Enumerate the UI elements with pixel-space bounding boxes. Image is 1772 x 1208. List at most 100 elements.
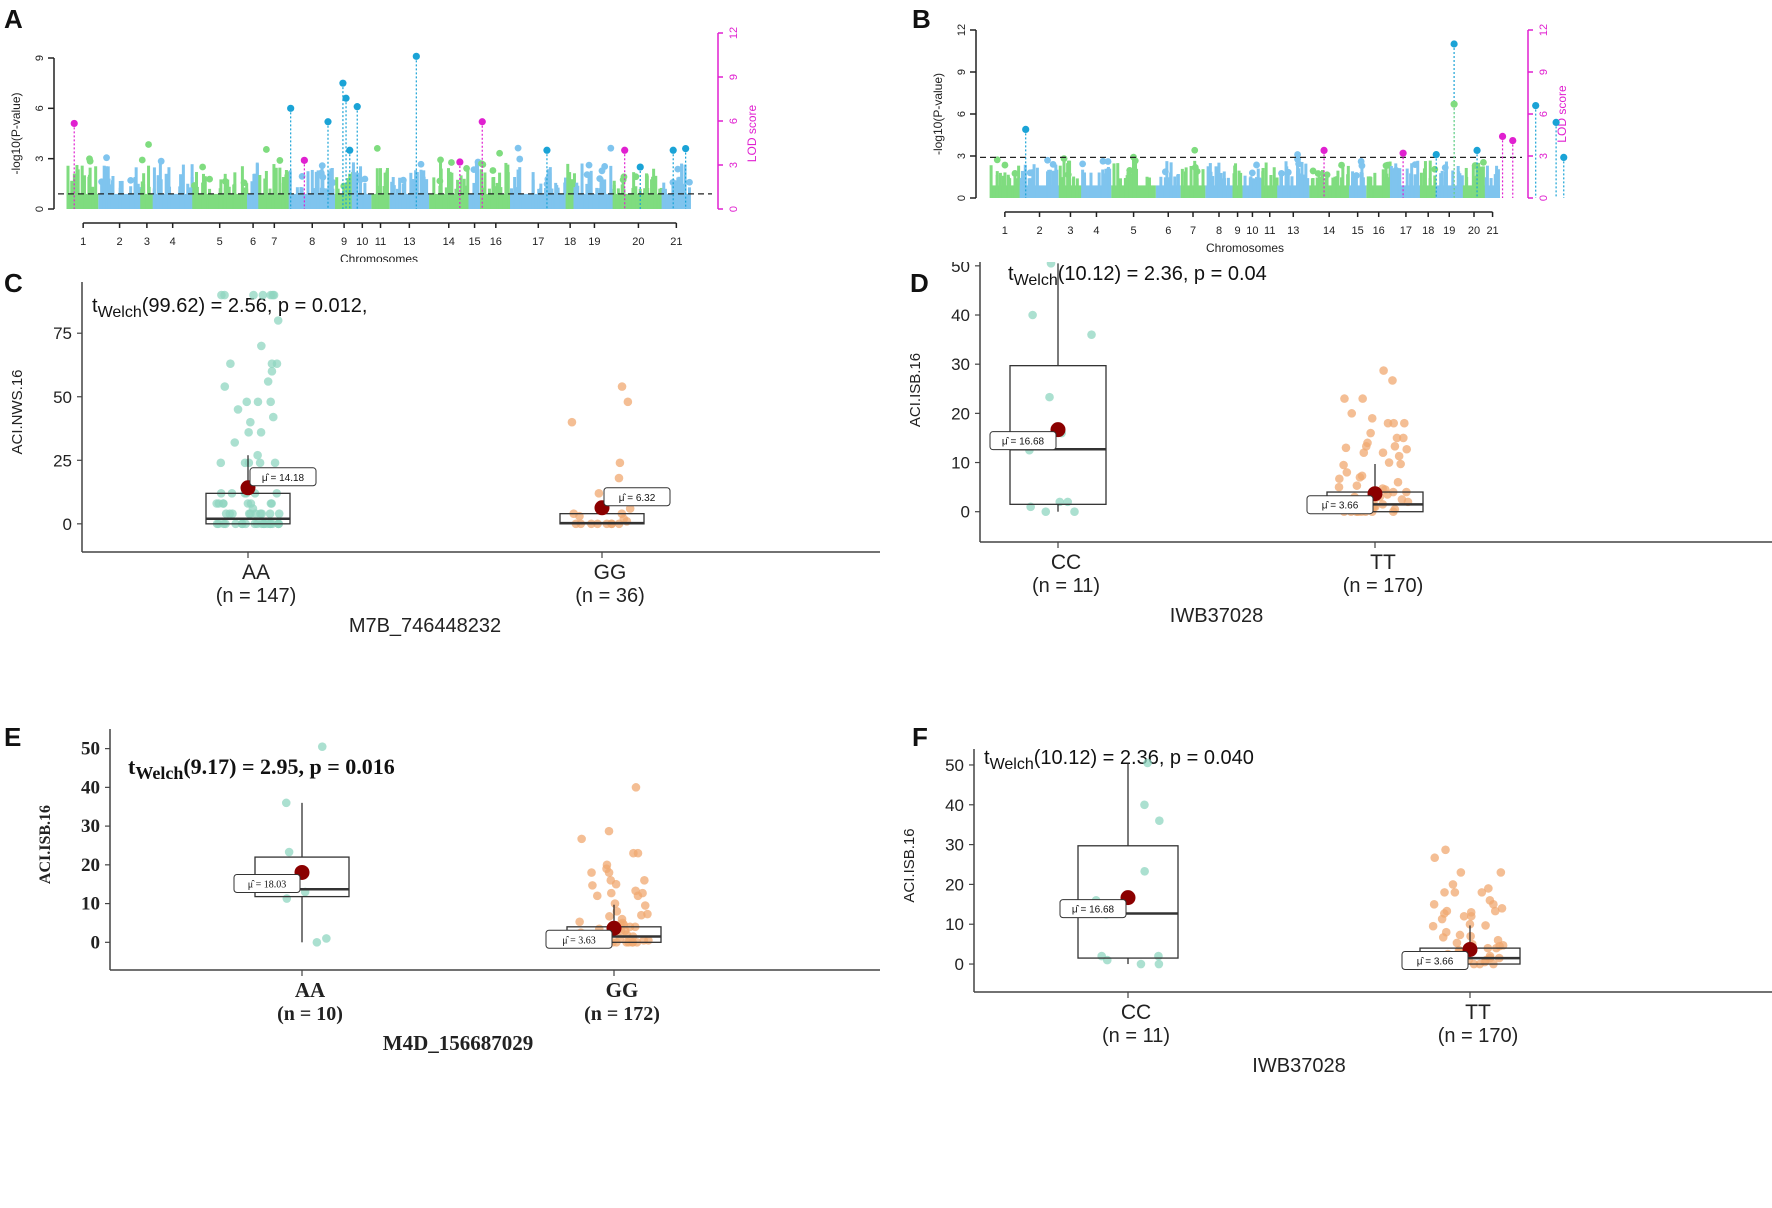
snp-column [1414,177,1418,198]
panel-label-d: D [910,268,929,298]
snp-point [1011,170,1019,177]
y-tick-label: 50 [53,388,72,407]
snp-column [363,183,367,209]
peak-point [1552,118,1560,126]
snp-column [1054,164,1058,198]
data-point [1366,428,1375,438]
category-n-label: (n = 170) [1438,1025,1519,1047]
snp-column [208,188,212,209]
peak-point [339,79,347,87]
snp-column [1333,176,1337,198]
snp-point [157,157,165,165]
snp-column [495,182,499,209]
chromosome-label: 17 [1400,225,1412,237]
y-tick-label: 50 [951,262,970,276]
snp-column [510,188,514,209]
snp-column [1460,175,1464,198]
data-point [612,907,622,916]
snp-column [995,174,999,198]
snp-column [310,169,314,209]
y-tick-label: 0 [91,932,101,953]
snp-column [136,183,140,209]
snp-column [674,180,678,209]
data-point [1046,262,1056,268]
snp-column [1252,178,1256,198]
snp-column [1211,176,1215,198]
data-point [267,359,277,369]
peak-point [1432,151,1440,159]
mean-label: μ̂ = 3.66 [1417,955,1454,967]
data-point [1438,933,1448,942]
data-point [220,382,230,391]
data-point [256,428,266,437]
snp-column [600,186,604,209]
y-tick-label: 50 [945,756,964,775]
snp-column [1019,177,1023,198]
snp-column [1318,176,1322,198]
data-point [1340,394,1349,403]
snp-column [493,186,497,209]
snp-column [1217,162,1221,198]
snp-column [681,185,685,209]
data-point [1466,911,1476,921]
data-point [1455,930,1465,940]
chromosome-label: 16 [490,236,502,248]
y-tick-label: 40 [945,796,964,815]
data-point [623,397,633,407]
mean-label-box [989,431,1057,451]
snp-point [496,149,503,157]
snp-column [631,187,635,209]
snp-column [1209,171,1213,198]
y-tick-label: 20 [945,875,964,894]
snp-column [1416,160,1420,198]
snp-column [351,162,355,209]
snp-column [545,186,549,209]
snp-column [1023,164,1027,198]
snp-column [410,187,414,209]
chromosome-label: 9 [1235,225,1241,237]
y-tick-label: 9 [956,69,968,75]
category-n-label: (n = 170) [1343,575,1424,597]
snp-column [195,186,199,209]
snp-column [609,165,613,209]
snp-column [476,169,480,209]
snp-column [487,188,491,209]
snp-point [1309,167,1317,175]
snp-column [330,167,334,209]
snp-column [359,166,363,209]
snp-column [556,187,560,209]
snp-column [1391,168,1395,198]
data-point [640,876,649,885]
snp-column [1386,177,1390,198]
snp-column [1007,176,1011,198]
snp-point [516,155,524,163]
chromosome-label: 21 [670,236,682,248]
snp-column [382,186,386,209]
snp-column [612,180,616,209]
snp-column [568,172,572,209]
snp-point [127,176,135,184]
chromosome-label: 14 [443,236,455,248]
chromosome-label: 15 [468,236,480,248]
snp-column [585,183,589,209]
chromosome-label: 13 [1287,225,1299,237]
snp-column [1226,177,1230,198]
snp-column [82,175,86,209]
snp-column [187,187,191,209]
snp-column [278,167,282,209]
y-tick-label: 0 [955,955,964,974]
snp-column [1176,174,1180,198]
snp-column [638,188,642,209]
snp-column [1222,171,1226,198]
chromosome-label: 5 [1131,225,1137,237]
mean-label: μ̂ = 16.68 [1002,436,1045,448]
y-tick-label: 25 [53,451,72,470]
data-point [1087,330,1096,339]
peak-point [1498,132,1507,140]
y-tick-label: 40 [81,777,100,798]
snp-column [1130,173,1134,198]
snp-column [1264,162,1268,198]
snp-column [621,180,625,209]
mean-label-box [1059,899,1127,919]
peak-point [324,118,332,126]
